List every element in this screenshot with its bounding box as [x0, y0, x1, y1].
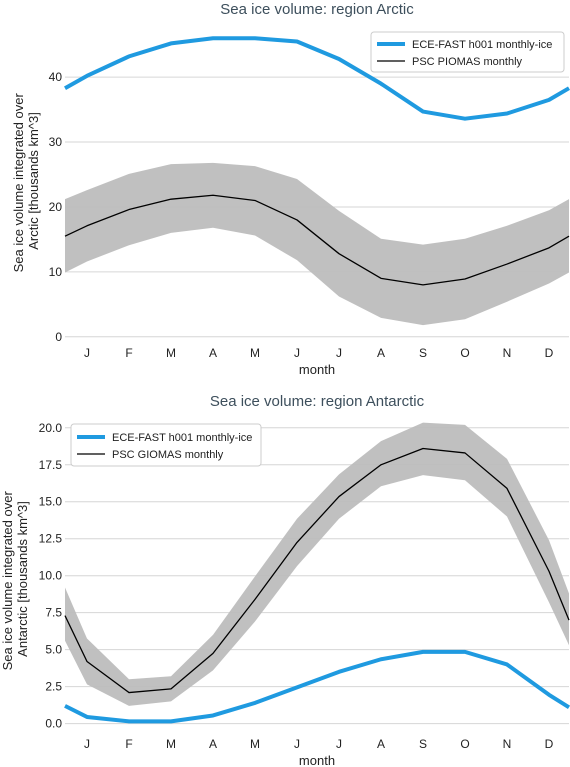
- arctic-y-axis-label-line-2: Arctic [thousands km^3]: [26, 112, 41, 250]
- antarctic-legend: ECE-FAST h001 monthly-ice PSC GIOMAS mon…: [70, 423, 262, 467]
- antarctic-x-tick-label: D: [545, 737, 554, 751]
- antarctic-y-tick-label: 2.5: [45, 680, 62, 694]
- arctic-y-tick-label: 0: [55, 330, 62, 344]
- antarctic-series-line-ece: [64, 649, 570, 724]
- antarctic-x-tick-label: S: [419, 737, 427, 751]
- arctic-bands: [65, 162, 569, 326]
- arctic-legend: ECE-FAST h001 monthly-ice PSC PIOMAS mon…: [370, 31, 565, 73]
- arctic-y-tick-label: 10: [49, 265, 63, 279]
- arctic-x-tick-label: O: [460, 346, 469, 360]
- arctic-y-axis-label-line-1: Sea ice volume integrated over: [11, 93, 26, 273]
- antarctic-lines: [64, 447, 570, 724]
- antarctic-y-tick-label: 20.0: [39, 421, 63, 435]
- antarctic-y-tick-label: 17.5: [39, 458, 63, 472]
- antarctic-x-tick-label: F: [125, 737, 132, 751]
- antarctic-x-tick-label: A: [377, 737, 385, 751]
- antarctic-y-tick-label: 10.0: [39, 569, 63, 583]
- arctic-x-tick-label: D: [545, 346, 554, 360]
- antarctic-y-tick-labels: 0.0 2.5 5.0 7.5 10.0 12.5 15.0 17.5 20.0: [39, 421, 63, 731]
- arctic-range-band: [65, 162, 569, 326]
- antarctic-x-tick-label: A: [209, 737, 217, 751]
- arctic-x-tick-label: J: [336, 346, 342, 360]
- arctic-x-tick-label: S: [419, 346, 427, 360]
- arctic-x-tick-label: J: [84, 346, 90, 360]
- antarctic-x-tick-label: J: [84, 737, 90, 751]
- arctic-legend-label-ece: ECE-FAST h001 monthly-ice: [412, 39, 552, 51]
- arctic-x-tick-label: A: [377, 346, 385, 360]
- antarctic-y-axis-label: Sea ice volume integrated over Antarctic…: [0, 488, 30, 671]
- arctic-legend-label-psc: PSC PIOMAS monthly: [412, 56, 523, 68]
- antarctic-legend-label-psc: PSC GIOMAS monthly: [112, 449, 224, 461]
- arctic-series-line-ece: [64, 36, 570, 121]
- antarctic-legend-label-ece: ECE-FAST h001 monthly-ice: [112, 432, 252, 444]
- arctic-lines: [64, 36, 570, 286]
- arctic-x-tick-label: F: [125, 346, 132, 360]
- arctic-y-tick-label: 20: [49, 200, 63, 214]
- antarctic-chart: Sea ice volume: region Antarctic 0.0 2.5 5…: [0, 393, 570, 767]
- arctic-x-tick-label: N: [503, 346, 512, 360]
- arctic-legend-box: [370, 31, 565, 73]
- antarctic-series-line-psc: [64, 447, 570, 694]
- antarctic-y-tick-label: 15.0: [39, 495, 63, 509]
- arctic-x-axis-label: month: [299, 362, 335, 377]
- arctic-y-tick-label: 40: [49, 70, 63, 84]
- arctic-x-tick-label: A: [209, 346, 217, 360]
- antarctic-y-axis-label-line-2: Antarctic [thousands km^3]: [15, 501, 30, 657]
- antarctic-bands: [65, 422, 569, 706]
- antarctic-chart-title: Sea ice volume: region Antarctic: [210, 393, 425, 410]
- antarctic-legend-box: [70, 423, 262, 467]
- arctic-y-tick-labels: 0 10 20 30 40: [49, 70, 63, 344]
- antarctic-x-tick-label: M: [166, 737, 176, 751]
- antarctic-y-tick-label: 0.0: [45, 717, 62, 731]
- arctic-x-tick-label: M: [166, 346, 176, 360]
- arctic-y-tick-label: 30: [49, 135, 63, 149]
- antarctic-y-axis-label-line-1: Sea ice volume integrated over: [0, 491, 15, 671]
- antarctic-x-tick-label: N: [503, 737, 512, 751]
- antarctic-y-tick-label: 7.5: [45, 606, 62, 620]
- arctic-chart: Sea ice volume: region Arctic 010203040 …: [11, 1, 570, 377]
- antarctic-x-tick-label: O: [460, 737, 469, 751]
- antarctic-x-axis-label: month: [299, 753, 335, 767]
- antarctic-x-tick-label: J: [294, 737, 300, 751]
- arctic-chart-title: Sea ice volume: region Arctic: [220, 1, 414, 18]
- arctic-x-tick-label: J: [294, 346, 300, 360]
- antarctic-x-tick-label: M: [250, 737, 260, 751]
- antarctic-range-band: [65, 422, 569, 706]
- arctic-x-tick-label: M: [250, 346, 260, 360]
- antarctic-y-tick-label: 12.5: [39, 532, 63, 546]
- arctic-y-axis-label: Sea ice volume integrated over Arctic [t…: [11, 90, 41, 273]
- antarctic-y-tick-label: 5.0: [45, 643, 62, 657]
- antarctic-x-tick-label: J: [336, 737, 342, 751]
- arctic-series-line-psc: [64, 194, 570, 286]
